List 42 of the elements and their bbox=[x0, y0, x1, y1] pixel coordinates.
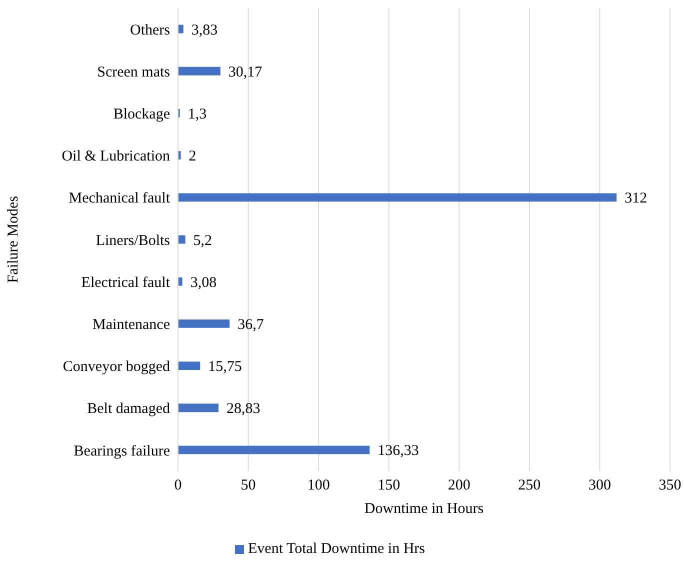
x-tick-label: 100 bbox=[307, 478, 330, 494]
data-label: 36,7 bbox=[238, 316, 264, 333]
x-tick-label: 250 bbox=[518, 478, 541, 494]
data-label: 2 bbox=[188, 148, 196, 165]
data-label: 28,83 bbox=[226, 401, 260, 418]
y-tick-label: Screen mats bbox=[97, 64, 170, 80]
y-tick-label: Maintenance bbox=[92, 317, 170, 334]
data-label: 312 bbox=[624, 190, 648, 207]
bar bbox=[178, 446, 370, 454]
y-tick-label: Belt damaged bbox=[87, 401, 170, 418]
x-tick-label: 50 bbox=[240, 478, 256, 494]
data-label: 15,75 bbox=[208, 359, 242, 376]
bar bbox=[178, 193, 617, 202]
data-label: 136,33 bbox=[378, 443, 419, 460]
y-tick-label: Mechanical fault bbox=[68, 190, 171, 207]
bar bbox=[178, 235, 186, 244]
y-tick-label: Others bbox=[130, 22, 170, 38]
bar bbox=[178, 404, 219, 412]
data-label: 3,83 bbox=[191, 22, 218, 38]
x-tick-label: 150 bbox=[378, 478, 400, 494]
y-tick-label: Electrical fault bbox=[81, 274, 171, 291]
y-axis-title: Failure Modes bbox=[5, 196, 22, 284]
y-tick-label: Bearings failure bbox=[74, 443, 170, 460]
bar bbox=[178, 319, 230, 328]
y-tick-label: Oil & Lubrication bbox=[62, 148, 170, 165]
x-tick-label: 300 bbox=[588, 478, 611, 494]
bar bbox=[178, 24, 184, 34]
y-tick-label: Blockage bbox=[113, 106, 170, 123]
legend-label: Event Total Downtime in Hrs bbox=[248, 541, 425, 557]
x-axis-title: Downtime in Hours bbox=[364, 501, 484, 517]
data-label: 30,17 bbox=[228, 64, 263, 80]
bar bbox=[178, 66, 220, 76]
x-tick-label: 350 bbox=[658, 478, 682, 494]
bar bbox=[178, 277, 182, 286]
bar bbox=[178, 362, 200, 370]
y-tick-label: Conveyor bogged bbox=[62, 359, 170, 376]
data-label: 3,08 bbox=[190, 274, 217, 291]
data-label: 5,2 bbox=[193, 232, 212, 249]
y-tick-label: Liners/Bolts bbox=[96, 232, 170, 249]
x-tick-label: 200 bbox=[448, 478, 470, 494]
data-label: 1,3 bbox=[188, 106, 207, 122]
x-tick-label: 0 bbox=[174, 478, 182, 494]
